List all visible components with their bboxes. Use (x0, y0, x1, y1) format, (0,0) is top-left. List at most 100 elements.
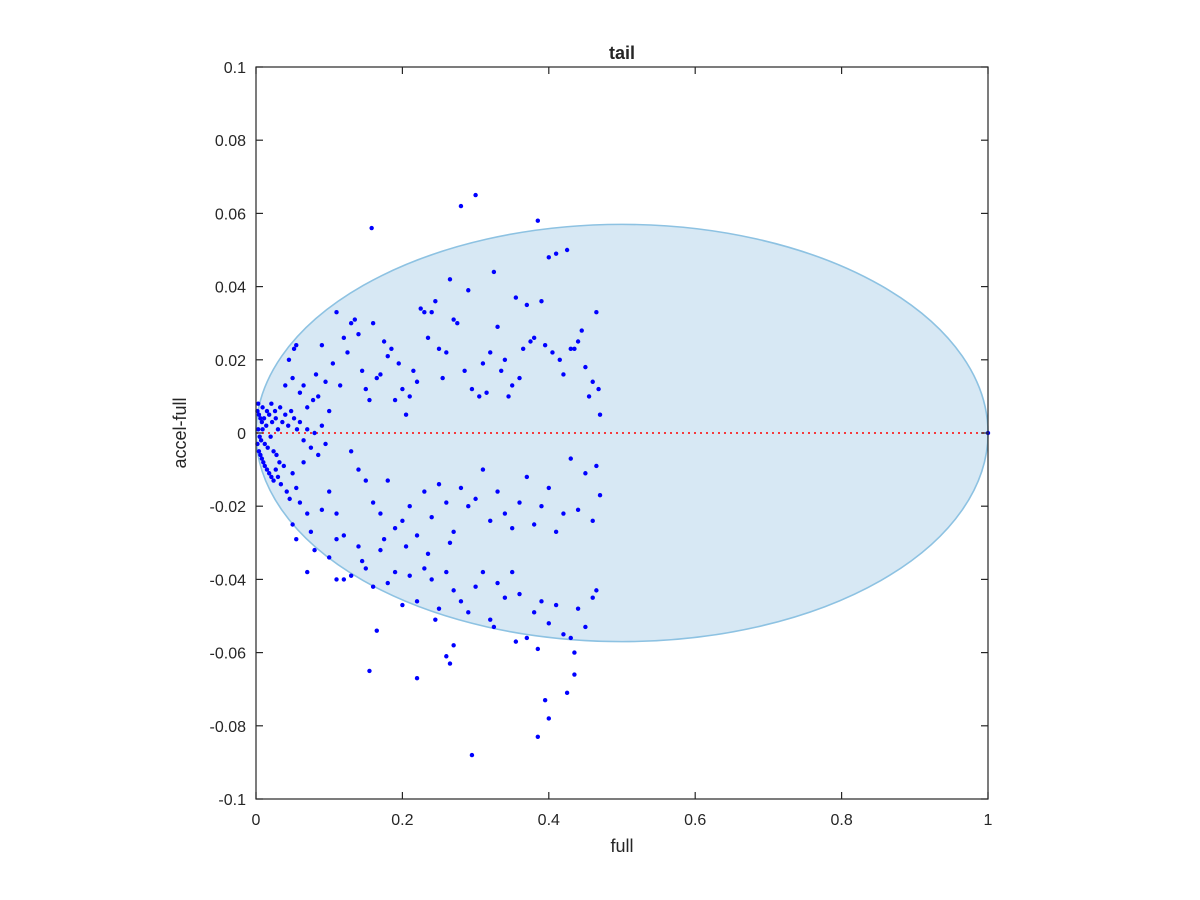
data-point (561, 632, 566, 637)
data-point (385, 580, 390, 586)
data-point (381, 536, 387, 542)
data-point (451, 529, 456, 535)
y-tick-label: 0 (237, 426, 246, 443)
data-point (301, 460, 306, 465)
data-point (327, 555, 332, 560)
data-point (290, 375, 295, 381)
data-point (590, 518, 595, 524)
data-point (473, 496, 478, 502)
data-point (367, 668, 372, 674)
data-point (286, 357, 292, 362)
data-point (422, 310, 427, 315)
data-point (491, 269, 497, 275)
data-point (535, 734, 541, 739)
data-point (370, 584, 376, 589)
y-axis-ticks: -0.1 -0.08 -0.06 -0.04 -0.02 0 0.02 0.04 0.06 0.0… (210, 60, 988, 809)
data-point (502, 357, 508, 362)
data-point (258, 416, 263, 421)
data-point (271, 478, 276, 483)
data-point (484, 390, 489, 395)
data-point (520, 346, 526, 352)
x-tick-label: 0.8 (830, 812, 852, 829)
data-point (264, 408, 270, 414)
data-point (396, 361, 401, 366)
data-point (447, 540, 453, 545)
data-point (389, 346, 394, 352)
data-point (407, 504, 412, 509)
data-point (502, 595, 508, 600)
data-point (594, 463, 599, 469)
data-point (348, 321, 354, 326)
data-point (583, 364, 588, 370)
data-point (259, 419, 265, 425)
data-point (265, 445, 270, 450)
data-point (596, 386, 601, 392)
data-point (264, 467, 270, 472)
data-point (550, 350, 555, 355)
data-point (572, 650, 577, 655)
data-point (542, 697, 548, 703)
data-point (363, 478, 368, 483)
data-point (513, 639, 519, 644)
data-point (319, 423, 325, 428)
data-point (466, 610, 471, 615)
data-point (269, 419, 275, 425)
data-point (418, 306, 423, 311)
data-point (473, 192, 478, 198)
data-point (313, 372, 319, 377)
data-point (323, 379, 328, 384)
data-point (334, 310, 339, 315)
data-point (312, 430, 317, 436)
data-point (480, 361, 486, 366)
data-point (414, 533, 420, 538)
data-point (546, 716, 551, 721)
data-point (568, 635, 573, 641)
data-point (546, 621, 551, 626)
data-point (316, 452, 321, 458)
data-point (594, 588, 599, 593)
data-point (488, 617, 493, 622)
y-axis-label: accel-full (170, 397, 190, 468)
y-tick-label: 0.04 (215, 280, 246, 297)
data-point (422, 566, 427, 571)
x-tick-label: 0.6 (684, 812, 706, 829)
data-point (356, 331, 361, 337)
data-point (473, 584, 478, 589)
data-point (274, 452, 279, 458)
data-point (261, 416, 267, 421)
data-point (466, 504, 471, 509)
data-point (272, 408, 278, 414)
data-point (517, 500, 522, 505)
data-point (594, 310, 599, 315)
data-point (287, 496, 292, 502)
data-point (385, 353, 390, 359)
data-point (517, 591, 522, 597)
data-point (466, 288, 471, 293)
data-point (256, 412, 262, 417)
data-point (312, 547, 317, 553)
data-point (513, 295, 519, 300)
data-point (539, 504, 544, 509)
data-point (257, 434, 262, 439)
data-point (370, 321, 376, 326)
data-point (273, 416, 278, 421)
data-point (429, 310, 434, 315)
data-point (277, 405, 283, 410)
data-point (495, 580, 500, 586)
data-point (334, 536, 339, 542)
data-point (359, 558, 365, 564)
data-point (455, 321, 460, 326)
data-point (572, 672, 577, 677)
data-point (531, 335, 537, 341)
data-point (305, 511, 310, 516)
y-tick-label: 0.08 (215, 133, 246, 150)
data-point (310, 397, 316, 403)
data-point (291, 346, 297, 352)
data-point (586, 394, 592, 399)
data-point (488, 518, 493, 524)
data-point (260, 405, 265, 410)
data-point (266, 412, 272, 417)
data-point (308, 529, 314, 535)
data-point (255, 401, 261, 406)
